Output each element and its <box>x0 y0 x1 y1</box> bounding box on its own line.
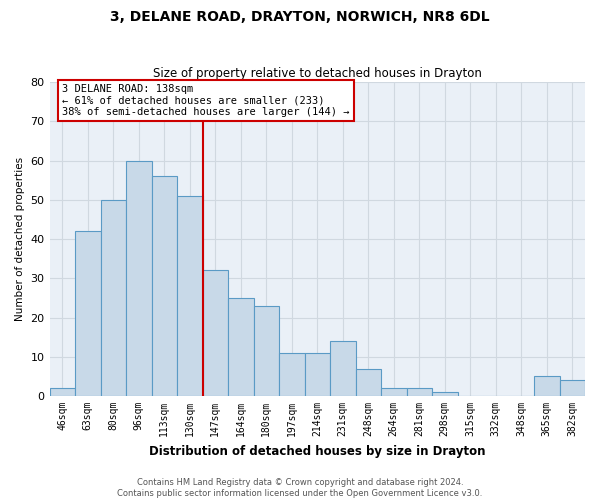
Bar <box>305 353 330 396</box>
Bar <box>75 231 101 396</box>
Bar <box>203 270 228 396</box>
Text: 3 DELANE ROAD: 138sqm
← 61% of detached houses are smaller (233)
38% of semi-det: 3 DELANE ROAD: 138sqm ← 61% of detached … <box>62 84 350 117</box>
Bar <box>254 306 279 396</box>
Y-axis label: Number of detached properties: Number of detached properties <box>15 157 25 321</box>
Bar <box>279 353 305 396</box>
Bar <box>534 376 560 396</box>
Bar <box>50 388 75 396</box>
Bar <box>381 388 407 396</box>
Text: 3, DELANE ROAD, DRAYTON, NORWICH, NR8 6DL: 3, DELANE ROAD, DRAYTON, NORWICH, NR8 6D… <box>110 10 490 24</box>
Bar <box>228 298 254 396</box>
Bar <box>560 380 585 396</box>
Bar <box>432 392 458 396</box>
Bar <box>356 368 381 396</box>
Bar <box>126 160 152 396</box>
Title: Size of property relative to detached houses in Drayton: Size of property relative to detached ho… <box>153 66 482 80</box>
Bar <box>330 341 356 396</box>
X-axis label: Distribution of detached houses by size in Drayton: Distribution of detached houses by size … <box>149 444 485 458</box>
Text: Contains HM Land Registry data © Crown copyright and database right 2024.
Contai: Contains HM Land Registry data © Crown c… <box>118 478 482 498</box>
Bar <box>177 196 203 396</box>
Bar <box>101 200 126 396</box>
Bar <box>407 388 432 396</box>
Bar <box>152 176 177 396</box>
